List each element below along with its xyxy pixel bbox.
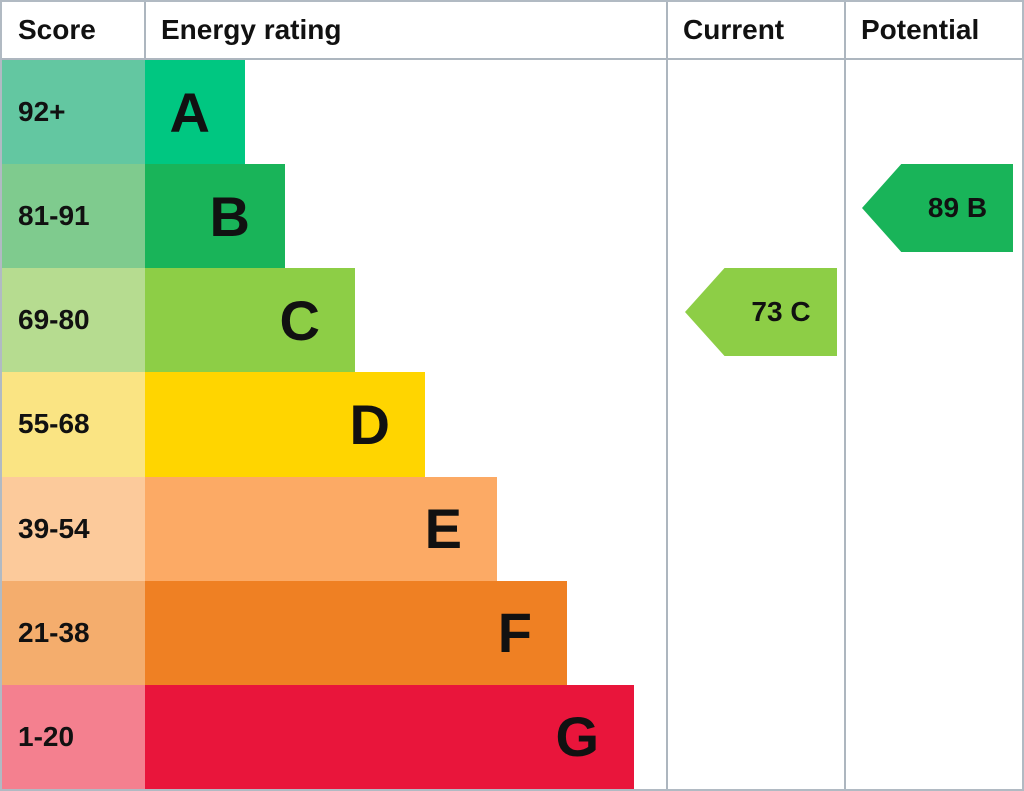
band-row-a: 92+ A xyxy=(2,60,1022,165)
band-rows: 92+ A 81-91 B 69-80 C 55-68 D 39-54 E 21… xyxy=(2,60,1022,789)
band-bar-f: F xyxy=(145,580,567,685)
band-bar-b: B xyxy=(145,164,285,269)
band-row-c: 69-80 C xyxy=(2,268,1022,373)
score-column-divider xyxy=(144,2,146,58)
band-row-f: 21-38 F xyxy=(2,580,1022,685)
header-current: Current xyxy=(683,14,785,45)
band-bar-a: A xyxy=(145,60,245,165)
score-range-g: 1-20 xyxy=(2,684,145,789)
score-range-c: 69-80 xyxy=(2,268,145,373)
band-row-d: 55-68 D xyxy=(2,372,1022,477)
score-range-b: 81-91 xyxy=(2,164,145,269)
header-score: Score xyxy=(18,14,96,45)
score-range-d: 55-68 xyxy=(2,372,145,477)
header-energy-rating: Energy rating xyxy=(161,14,342,45)
band-row-b: 81-91 B xyxy=(2,164,1022,269)
band-bar-d: D xyxy=(145,372,425,477)
potential-column-divider xyxy=(844,2,846,789)
band-bar-c: C xyxy=(145,268,355,373)
header-potential: Potential xyxy=(861,14,980,45)
score-range-e: 39-54 xyxy=(2,476,145,581)
band-bar-e: E xyxy=(145,476,497,581)
header-divider-line xyxy=(2,58,1022,60)
band-bar-g: G xyxy=(145,684,634,789)
current-column-divider xyxy=(666,2,668,789)
band-row-e: 39-54 E xyxy=(2,476,1022,581)
header-row: Score Energy rating Current Potential xyxy=(2,2,1022,58)
band-row-g: 1-20 G xyxy=(2,684,1022,789)
score-range-a: 92+ xyxy=(2,60,145,165)
score-range-f: 21-38 xyxy=(2,580,145,685)
